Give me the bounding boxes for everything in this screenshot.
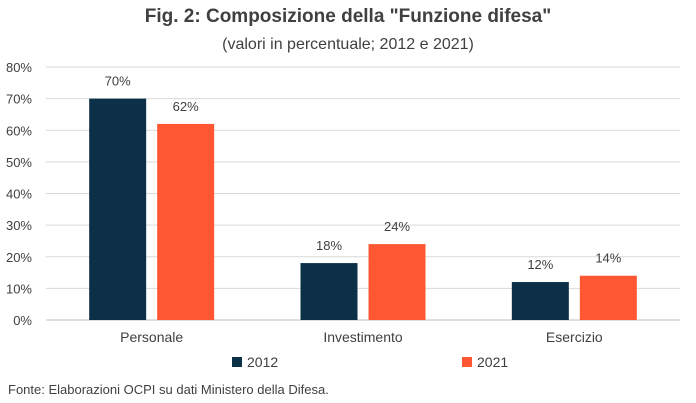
data-label: 12% <box>527 257 553 272</box>
data-label: 70% <box>105 74 131 89</box>
y-tick-label: 70% <box>6 92 32 107</box>
data-label: 24% <box>384 219 410 234</box>
x-tick-label: Esercizio <box>546 329 603 345</box>
bar-2021-personale <box>157 123 215 320</box>
chart-title: Fig. 2: Composizione della "Funzione dif… <box>144 6 552 27</box>
legend-label: 2012 <box>247 354 278 370</box>
bars <box>89 98 637 320</box>
data-label: 62% <box>173 99 199 114</box>
data-label: 14% <box>595 251 621 266</box>
data-label: 18% <box>316 238 342 253</box>
y-tick-label: 0% <box>13 313 32 328</box>
legend-label: 2021 <box>477 354 508 370</box>
y-tick-label: 40% <box>6 187 32 202</box>
y-tick-label: 60% <box>6 123 32 138</box>
x-tick-label: Investimento <box>323 329 403 345</box>
data-labels: 70% 62% 18% 24% 12% 14% <box>105 74 622 272</box>
y-tick-label: 30% <box>6 218 32 233</box>
y-tick-label: 10% <box>6 281 32 296</box>
bar-2012-personale <box>89 98 147 320</box>
x-axis-ticks: Personale Investimento Esercizio <box>120 329 603 345</box>
gridlines <box>46 66 680 321</box>
y-axis-ticks: 0% 10% 20% 30% 40% 50% 60% 70% 80% <box>6 60 32 328</box>
legend-swatch-2012 <box>232 357 242 367</box>
bar-2012-esercizio <box>511 282 569 320</box>
legend-swatch-2021 <box>462 357 472 367</box>
y-tick-label: 80% <box>6 60 32 75</box>
chart-subtitle: (valori in percentuale; 2012 e 2021) <box>222 36 474 53</box>
y-tick-label: 50% <box>6 155 32 170</box>
x-tick-label: Personale <box>120 329 183 345</box>
bar-2012-investimento <box>300 263 358 320</box>
y-tick-label: 20% <box>6 250 32 265</box>
source-note: Fonte: Elaborazioni OCPI su dati Ministe… <box>8 382 329 397</box>
bar-2021-investimento <box>368 244 426 320</box>
bar-chart: 0% 10% 20% 30% 40% 50% 60% 70% 80% 70% 62% 18% 24% 1… <box>6 60 680 370</box>
legend: 2012 2021 <box>232 354 508 370</box>
bar-2021-esercizio <box>579 275 637 320</box>
